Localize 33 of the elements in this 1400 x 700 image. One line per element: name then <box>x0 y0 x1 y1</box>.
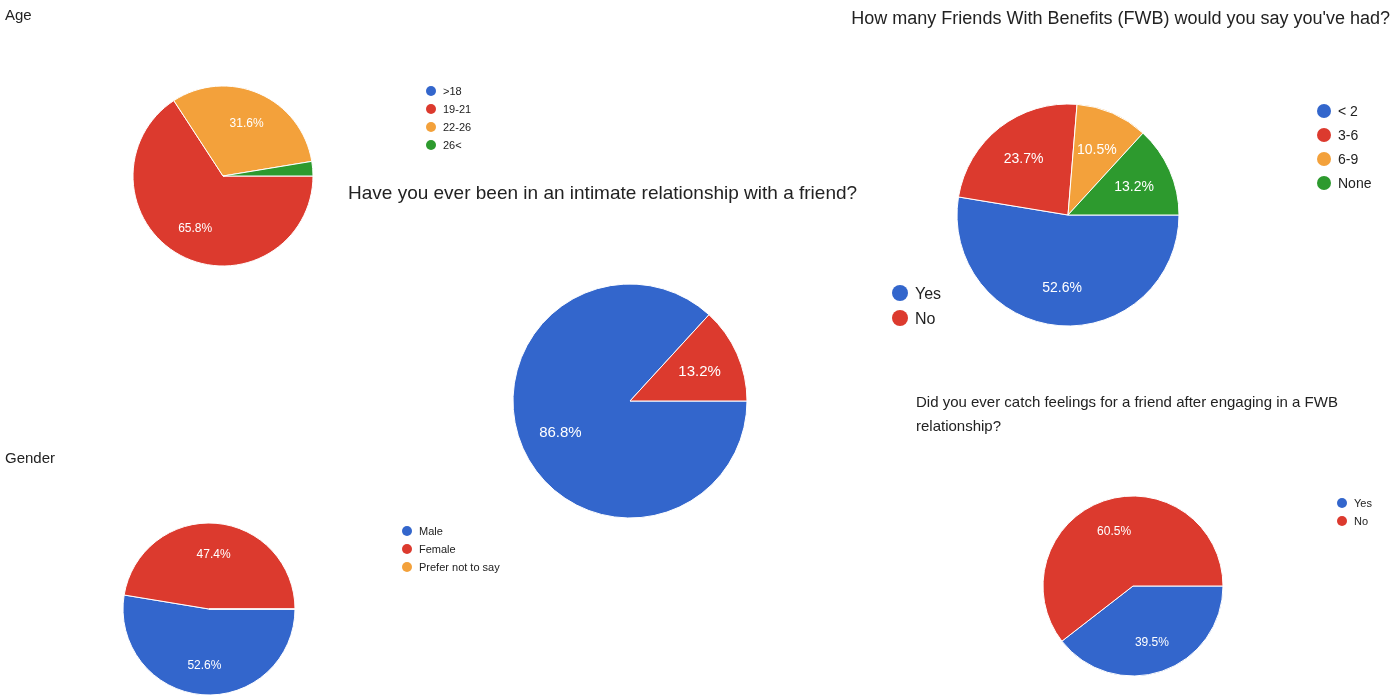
data-label: 39.5% <box>1134 634 1170 649</box>
chart-title: How many Friends With Benefits (FWB) would you say you've had? <box>851 8 1390 28</box>
legend-label: No <box>915 309 936 327</box>
data-label: 47.4% <box>196 546 231 561</box>
legend-label: Male <box>419 524 443 537</box>
legend-label: 6-9 <box>1338 150 1359 167</box>
legend-label: Prefer not to say <box>419 560 501 573</box>
legend-label: Yes <box>1354 496 1373 509</box>
legend-label: None <box>1338 174 1372 191</box>
data-label: 52.6% <box>187 657 222 672</box>
legend-label: 3-6 <box>1338 126 1359 143</box>
legend-label: Yes <box>915 284 942 302</box>
pie-slice <box>512 283 748 519</box>
data-label: 86.8% <box>539 422 582 440</box>
chart-title: Age <box>5 6 32 23</box>
chart-title: Have you ever been in an intimate relationship with a friend? <box>348 182 858 203</box>
data-label: 60.5% <box>1097 523 1132 538</box>
legend-label: 19-21 <box>443 102 472 115</box>
data-label: 13.2% <box>678 361 721 379</box>
legend-label: >18 <box>443 84 462 97</box>
legend-label: No <box>1354 514 1369 527</box>
data-label: 52.6% <box>1042 278 1082 295</box>
chart-title: Gender <box>5 449 56 466</box>
data-label: 10.5% <box>1077 140 1117 157</box>
data-label: 23.7% <box>1003 150 1044 167</box>
legend-label: < 2 <box>1338 102 1359 119</box>
legend-label: 26< <box>443 138 462 151</box>
legend-label: 22-26 <box>443 120 472 133</box>
chart-title: Did you ever catch feelings for a friend after engaging in a FWB relationship? <box>916 393 1338 434</box>
data-label: 31.6% <box>229 115 264 130</box>
data-label: 65.8% <box>178 220 213 235</box>
legend-label: Female <box>419 542 456 555</box>
data-label: 13.2% <box>1114 177 1154 194</box>
